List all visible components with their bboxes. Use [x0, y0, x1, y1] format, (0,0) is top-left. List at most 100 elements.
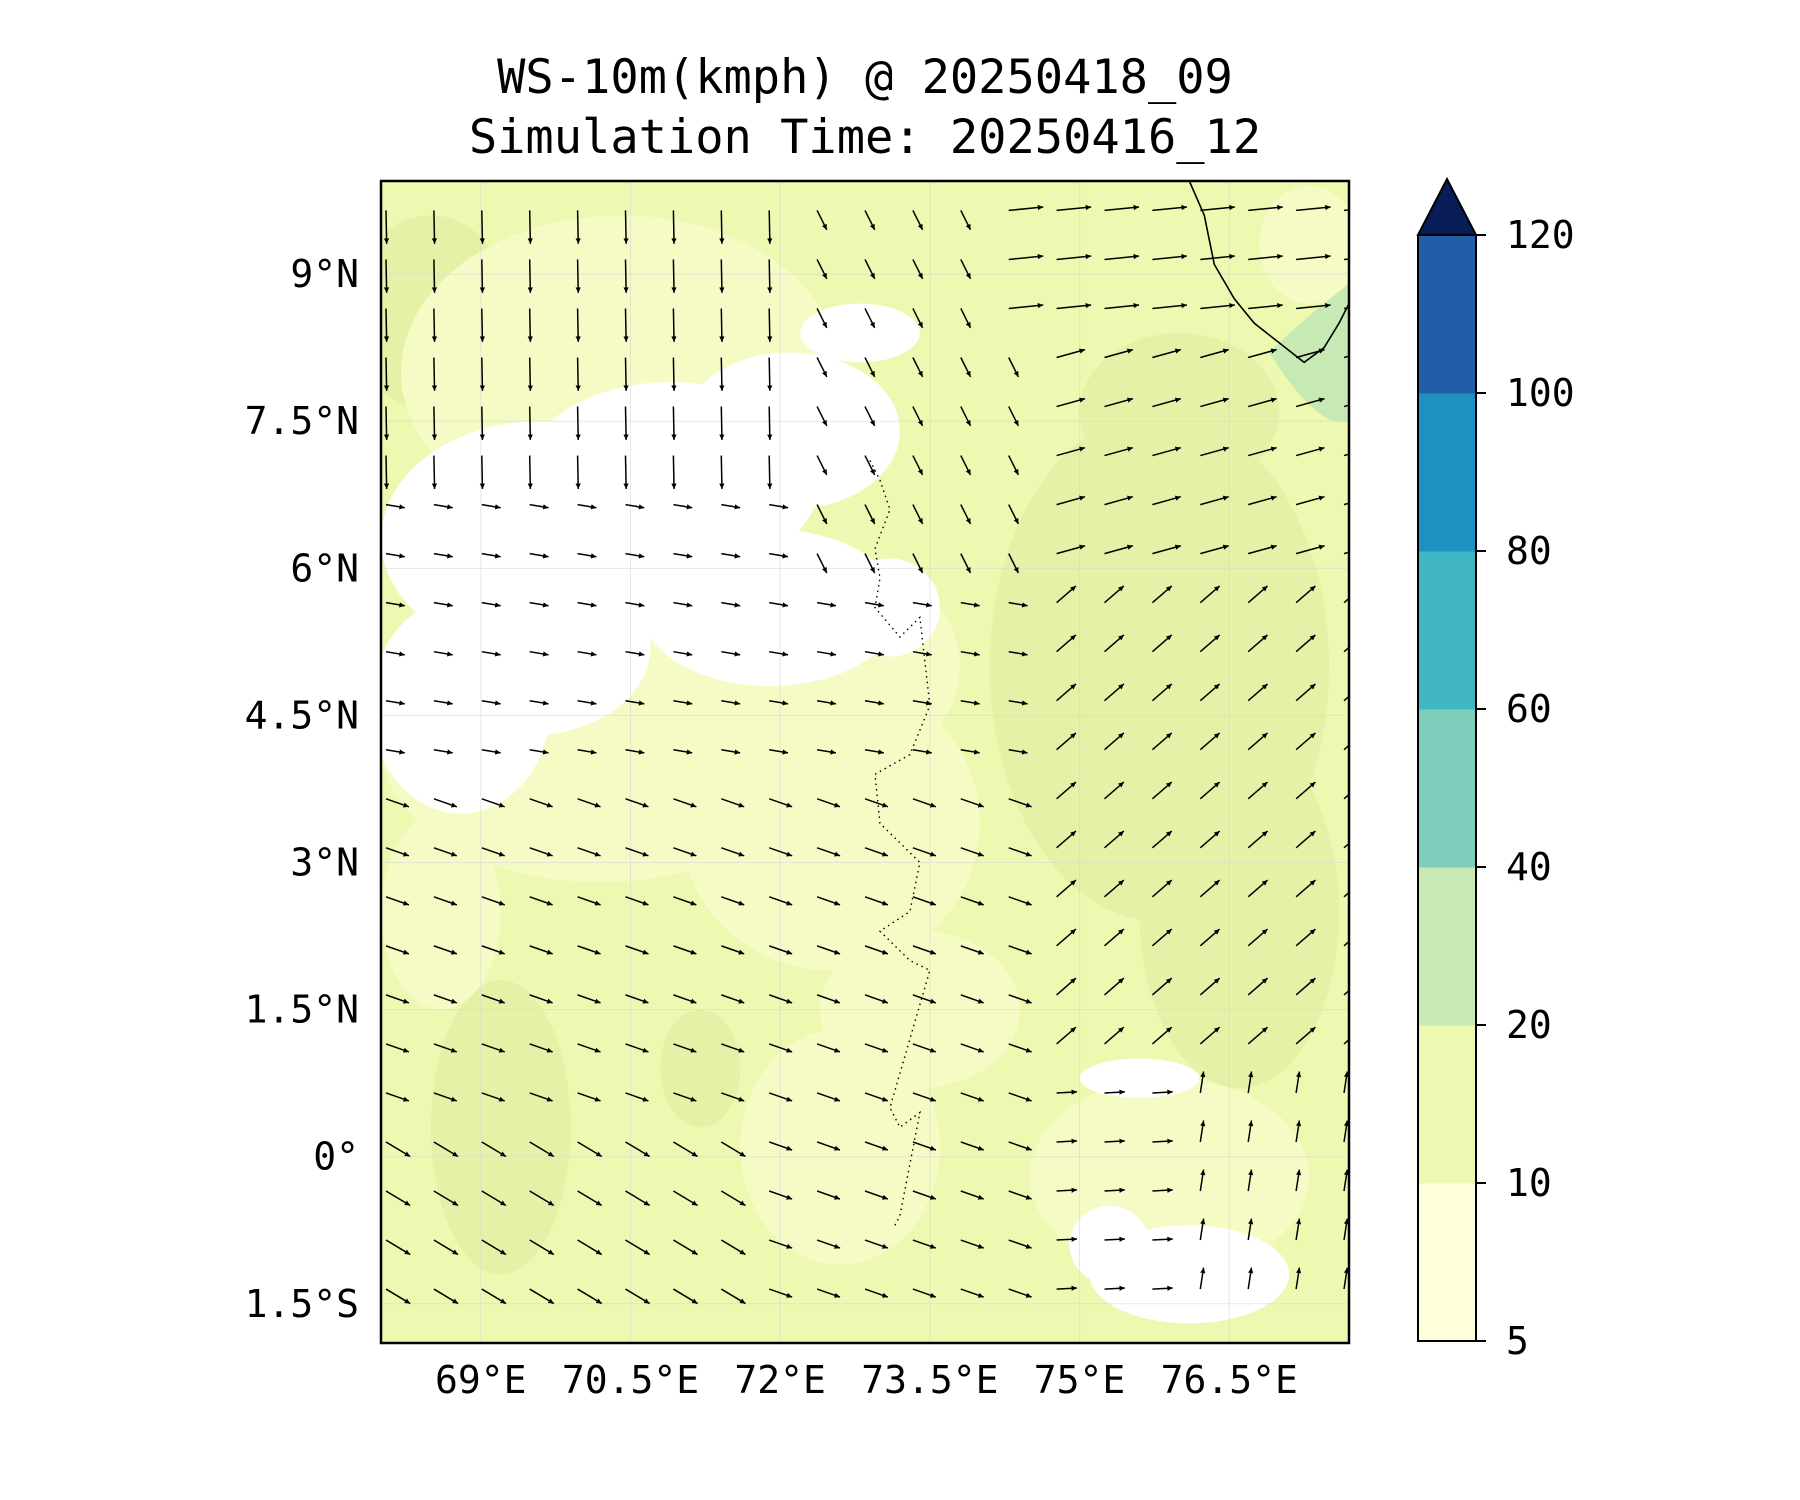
wind-arrow — [625, 1288, 651, 1305]
wind-arrow — [385, 945, 410, 955]
wind-arrow — [1104, 495, 1134, 506]
wind-arrow — [1056, 830, 1077, 849]
wind-arrow — [529, 1239, 555, 1256]
wind-arrow — [912, 1190, 937, 1200]
wind-arrow — [1295, 585, 1316, 604]
wind-arrow — [673, 503, 693, 510]
wind-arrow — [767, 357, 773, 391]
wind-arrow — [1295, 634, 1316, 653]
wind-arrow — [433, 1190, 459, 1207]
wind-arrow — [433, 699, 453, 706]
wind-arrow — [816, 798, 841, 808]
wind-arrow — [960, 1141, 984, 1151]
wind-arrow — [1152, 446, 1182, 457]
wind-arrow — [767, 210, 773, 244]
wind-arrow — [1343, 891, 1349, 898]
wind-arrow — [529, 798, 553, 808]
wind-arrow — [431, 210, 438, 244]
wind-arrow — [1152, 1089, 1173, 1095]
wind-arrow — [1200, 302, 1235, 310]
wind-arrow — [912, 504, 924, 525]
wind-arrow — [1152, 302, 1188, 310]
wind-arrow — [864, 504, 876, 525]
field-calm-zone — [410, 558, 651, 736]
wind-arrow — [385, 994, 410, 1004]
wind-arrow — [385, 552, 405, 559]
wind-arrow — [1056, 732, 1077, 751]
wind-arrow — [912, 455, 924, 476]
map-frame — [379, 179, 1351, 1345]
wind-arrow — [912, 650, 932, 657]
y-axis-ticks: 9°N 7.5°N 6°N 4.5°N 3°N 1.5°N 0° 1.5°S — [245, 252, 359, 1326]
wind-arrow — [673, 650, 693, 657]
colorbar-segment — [1418, 235, 1476, 394]
wind-arrow — [720, 1239, 746, 1256]
wind-arrow — [1152, 204, 1188, 212]
wind-arrow — [816, 945, 841, 955]
wind-arrow — [623, 455, 629, 489]
wind-arrow — [433, 650, 453, 657]
wind-arrow — [1056, 253, 1092, 261]
wind-arrow — [577, 847, 601, 857]
wind-arrow — [1056, 495, 1086, 506]
wind-arrow — [769, 749, 789, 755]
wind-arrow — [577, 601, 597, 608]
wind-arrow — [1056, 1089, 1078, 1095]
wind-arrow — [481, 896, 505, 906]
wind-arrow — [673, 552, 693, 559]
wind-arrow — [1008, 896, 1032, 906]
wind-arrow — [625, 650, 645, 657]
wind-arrow — [433, 847, 458, 857]
wind-arrow — [960, 749, 980, 755]
wind-arrow — [1056, 683, 1077, 702]
field-calm-zone — [800, 303, 920, 363]
wind-arrow — [1247, 1026, 1269, 1045]
wind-arrow — [481, 1092, 505, 1102]
wind-arrow — [481, 994, 505, 1004]
wind-arrow — [864, 601, 884, 608]
wind-arrow — [385, 798, 410, 808]
wind-arrow — [1056, 634, 1077, 653]
field-calm-zone — [680, 352, 900, 510]
field-calm-zone — [1069, 1205, 1150, 1285]
wind-arrow — [1295, 1071, 1302, 1094]
wind-arrow — [1008, 1092, 1032, 1102]
y-tick-label: 9°N — [290, 252, 359, 296]
colorbar-label: 20 — [1506, 1003, 1552, 1047]
field-moderate-zone — [1139, 735, 1340, 1089]
wind-arrow — [433, 503, 453, 510]
wind-arrow — [433, 945, 458, 955]
india-coastline — [1188, 181, 1349, 364]
wind-arrow — [577, 699, 597, 706]
wind-arrow — [721, 896, 745, 906]
wind-arrow — [577, 503, 597, 510]
wind-arrow — [1008, 650, 1028, 657]
wind-arrow — [1056, 204, 1092, 212]
wind-arrow — [1104, 253, 1140, 261]
wind-vectors — [383, 204, 1349, 1305]
wind-arrow — [721, 945, 745, 955]
wind-arrow — [433, 552, 453, 559]
wind-arrow — [1152, 495, 1182, 506]
wind-arrow — [1104, 544, 1134, 555]
wind-arrow — [1295, 446, 1325, 457]
wind-arrow — [431, 406, 438, 440]
wind-arrow — [1056, 977, 1077, 996]
wind-arrow — [721, 749, 741, 755]
wind-arrow — [1104, 348, 1134, 359]
wind-arrow — [816, 210, 828, 231]
wind-arrow — [1056, 302, 1092, 310]
wind-arrow — [431, 308, 438, 342]
wind-arrow — [719, 406, 725, 440]
wind-arrow — [1104, 585, 1125, 604]
wind-arrow — [768, 994, 793, 1004]
wind-arrow — [1295, 1026, 1316, 1045]
wind-arrow — [912, 259, 924, 280]
wind-arrow — [1008, 1043, 1032, 1053]
wind-arrow — [1104, 683, 1125, 702]
field-calm-zone — [1079, 1058, 1200, 1098]
wind-arrow — [1295, 1267, 1302, 1290]
wind-arrow — [721, 994, 745, 1004]
colorbar-segment — [1418, 1025, 1476, 1184]
wind-arrow — [1247, 585, 1269, 604]
